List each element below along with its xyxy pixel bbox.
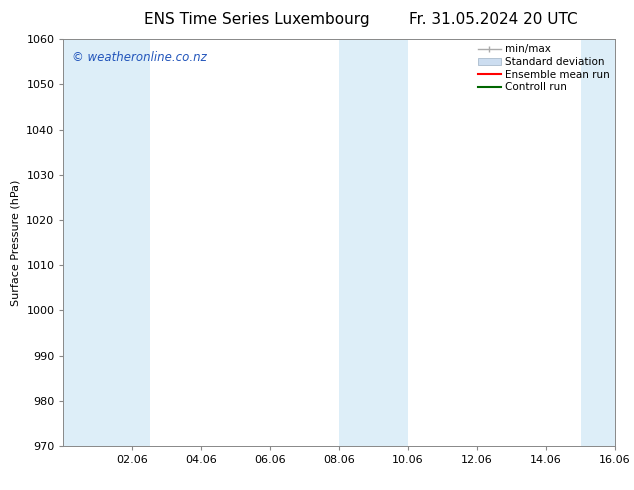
Bar [63, 39, 150, 446]
Bar [581, 39, 615, 446]
Text: © weatheronline.co.nz: © weatheronline.co.nz [72, 51, 207, 64]
Bar [339, 39, 408, 446]
Legend: min/max, Standard deviation, Ensemble mean run, Controll run: min/max, Standard deviation, Ensemble me… [476, 42, 612, 94]
Text: ENS Time Series Luxembourg: ENS Time Series Luxembourg [144, 12, 369, 27]
Y-axis label: Surface Pressure (hPa): Surface Pressure (hPa) [11, 179, 21, 306]
Text: Fr. 31.05.2024 20 UTC: Fr. 31.05.2024 20 UTC [410, 12, 578, 27]
